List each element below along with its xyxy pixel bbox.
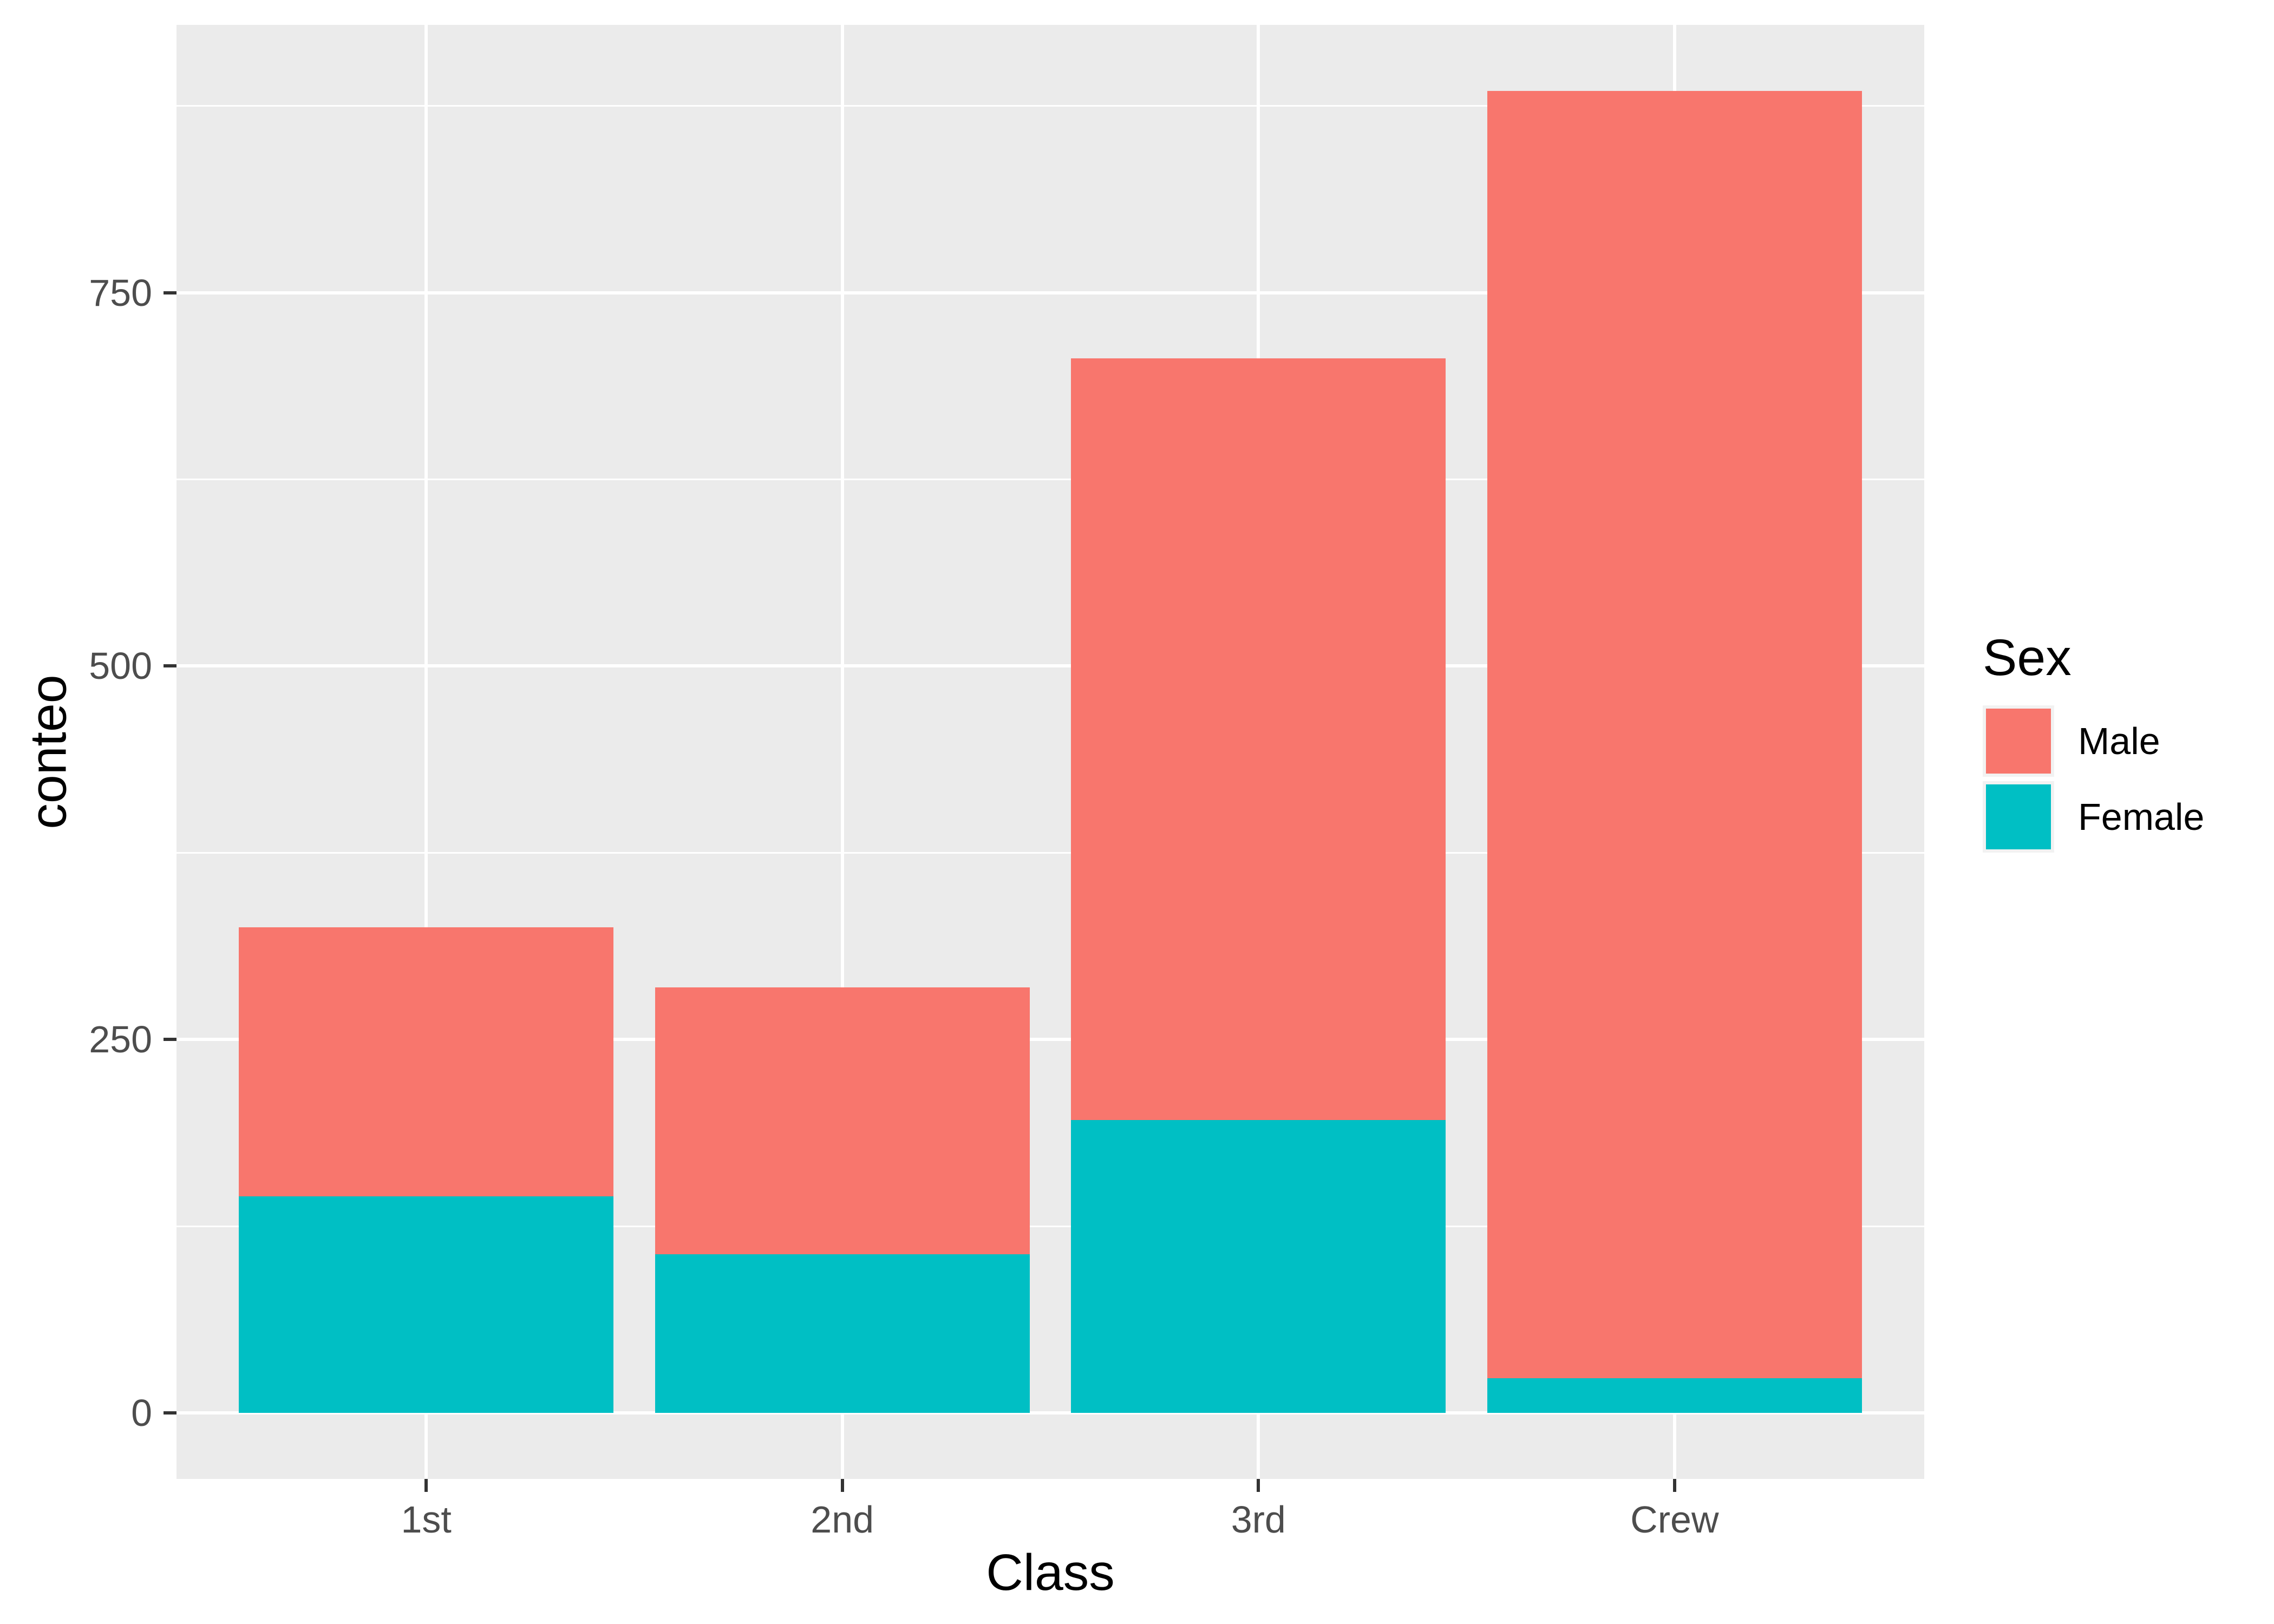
y-axis-title: conteo	[19, 675, 77, 829]
bar-1st-male	[239, 927, 613, 1196]
y-minor-gridline	[177, 852, 1924, 854]
plot-panel	[177, 25, 1924, 1479]
y-tick-mark	[164, 1038, 177, 1042]
x-tick-mark	[1257, 1479, 1260, 1492]
y-tick-label: 0	[131, 1391, 152, 1434]
y-tick-label: 750	[89, 271, 152, 314]
bar-crew-female	[1487, 1378, 1862, 1413]
legend-entry-female: Female	[1983, 781, 2204, 853]
y-tick-mark	[164, 1411, 177, 1415]
y-major-gridline	[177, 664, 1924, 668]
y-tick-mark	[164, 664, 177, 668]
bar-3rd-male	[1071, 358, 1446, 1121]
male-color-swatch	[1986, 709, 2051, 774]
y-tick-mark	[164, 291, 177, 294]
x-tick-mark	[840, 1479, 844, 1492]
x-tick-label: 1st	[401, 1498, 452, 1541]
x-tick-label: 2nd	[811, 1498, 874, 1541]
x-tick-label: Crew	[1630, 1498, 1719, 1541]
x-tick-mark	[1672, 1479, 1676, 1492]
bar-3rd-female	[1071, 1120, 1446, 1413]
bar-1st-female	[239, 1196, 613, 1413]
y-minor-gridline	[177, 1225, 1924, 1227]
legend: Sex Male Female	[1983, 632, 2204, 857]
y-major-gridline	[177, 291, 1924, 294]
y-tick-label: 250	[89, 1018, 152, 1061]
y-tick-label: 500	[89, 645, 152, 687]
x-major-gridline	[424, 25, 428, 1479]
female-color-swatch	[1986, 784, 2051, 849]
y-minor-gridline	[177, 105, 1924, 107]
y-major-gridline	[177, 1411, 1924, 1415]
bar-2nd-male	[655, 987, 1030, 1255]
x-tick-label: 3rd	[1231, 1498, 1286, 1541]
legend-key-female	[1983, 781, 2054, 853]
legend-label-male: Male	[2078, 720, 2160, 762]
x-axis-title: Class	[986, 1544, 1115, 1601]
x-major-gridline	[840, 25, 844, 1479]
bar-2nd-female	[655, 1254, 1030, 1413]
legend-key-male	[1983, 705, 2054, 777]
legend-label-female: Female	[2078, 796, 2205, 838]
y-minor-gridline	[177, 478, 1924, 480]
bar-crew-male	[1487, 91, 1862, 1379]
y-major-gridline	[177, 1038, 1924, 1042]
legend-entry-male: Male	[1983, 705, 2204, 777]
legend-title: Sex	[1983, 629, 2072, 686]
x-tick-mark	[424, 1479, 428, 1492]
